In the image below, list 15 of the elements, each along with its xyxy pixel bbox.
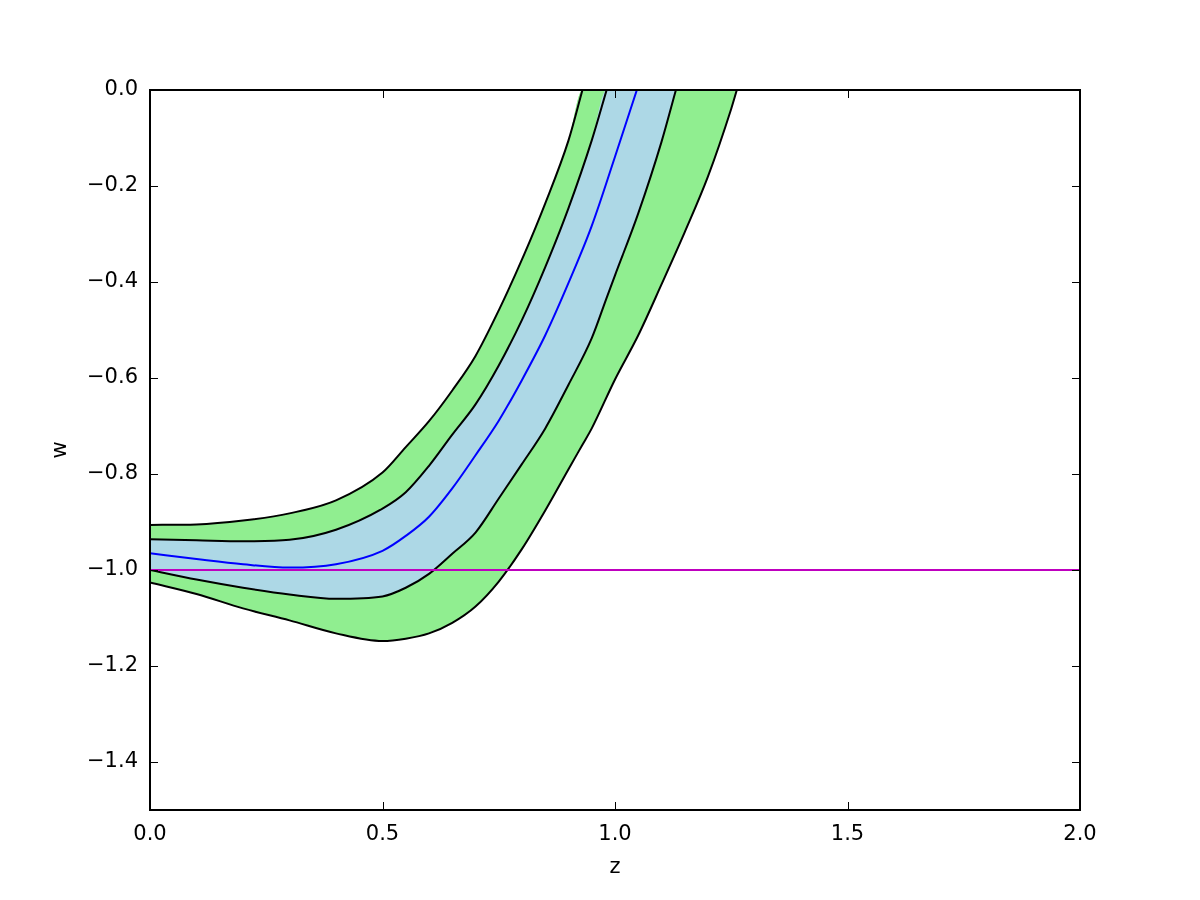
x-tick-label: 1.5 (830, 821, 865, 846)
y-tick-label: −0.2 (87, 172, 138, 197)
x-tick-label: 1.0 (598, 821, 632, 846)
y-tick-label: −0.8 (87, 460, 138, 485)
y-tick-label: −1.2 (87, 652, 138, 677)
y-tick-label: −1.4 (87, 748, 138, 773)
y-tick-label: −0.6 (87, 364, 138, 389)
x-tick-label: 0.0 (133, 821, 167, 846)
y-tick-label: −1.0 (87, 556, 138, 581)
x-tick-label: 2.0 (1063, 821, 1097, 846)
y-axis-title: w (47, 441, 72, 459)
y-tick-label: −0.4 (87, 268, 138, 293)
x-tick-label: 0.5 (365, 821, 400, 846)
x-axis-title: z (609, 853, 621, 878)
y-tick-label: 0.0 (104, 76, 138, 101)
